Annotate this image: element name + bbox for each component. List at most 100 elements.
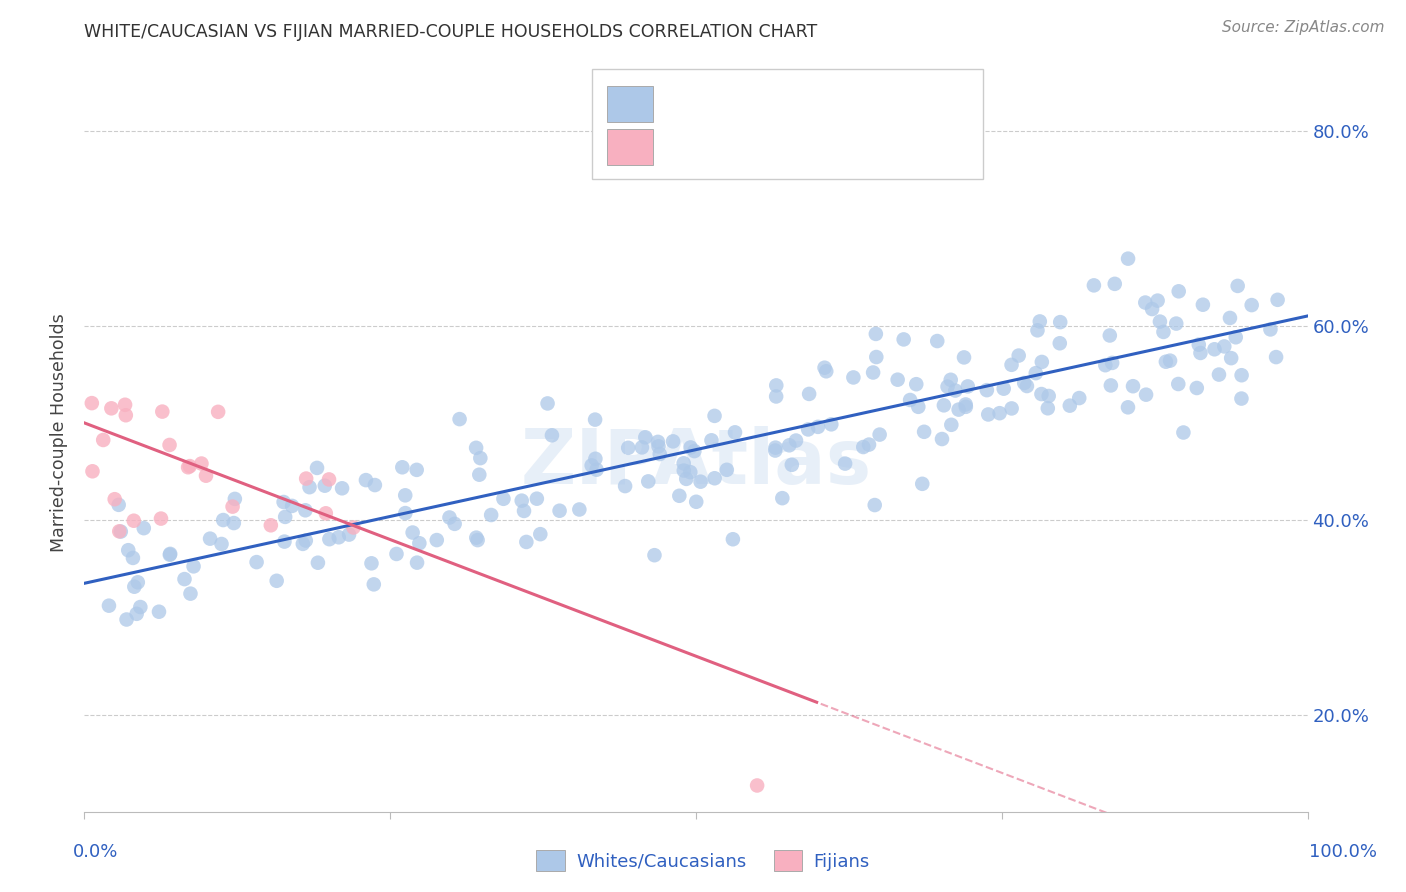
Point [132,521,155,535]
Point [1049,336,1071,351]
Point [363,577,385,591]
Point [700,434,723,448]
Y-axis label: Married-couple Households: Married-couple Households [51,313,69,552]
Point [956,379,979,393]
Point [1173,425,1195,440]
Point [865,326,887,341]
Point [342,520,364,534]
Point [865,350,887,364]
Point [1189,346,1212,360]
Point [1220,351,1243,365]
Point [281,499,304,513]
Text: 0.915: 0.915 [738,95,792,114]
Point [1219,310,1241,325]
Point [266,574,288,588]
Point [294,503,316,517]
Point [1098,328,1121,343]
Point [330,481,353,495]
Point [797,387,820,401]
Point [298,480,321,494]
Point [1166,317,1188,331]
Point [108,524,131,539]
Point [820,417,842,432]
Point [869,427,891,442]
Point [807,420,830,434]
Point [953,351,976,365]
Point [394,488,416,502]
Point [1225,330,1247,344]
Point [529,527,551,541]
Point [724,425,747,440]
Point [114,398,136,412]
Point [129,600,152,615]
Point [273,534,295,549]
Point [568,502,591,516]
Point [1267,293,1289,307]
Point [862,366,884,380]
Text: ZIPAtlas: ZIPAtlas [520,426,872,500]
Point [117,543,139,558]
Point [274,509,297,524]
Point [1265,350,1288,364]
Point [260,518,283,533]
Point [993,382,1015,396]
Point [675,472,697,486]
Point [936,379,959,393]
Point [385,547,408,561]
Point [1204,343,1226,357]
Point [631,441,654,455]
Point [765,378,787,392]
Point [314,478,336,492]
Point [765,389,787,403]
Point [328,530,350,544]
Point [672,464,695,478]
Point [911,476,934,491]
Point [426,533,449,547]
Point [614,479,637,493]
Point [765,441,787,455]
Point [465,531,488,545]
Point [931,432,953,446]
Point [1031,387,1053,401]
Point [1038,389,1060,403]
Text: 24: 24 [894,138,918,157]
Point [439,510,461,524]
Point [354,473,377,487]
Point [721,533,744,547]
Point [1213,339,1236,353]
Point [703,471,725,485]
Point [1000,358,1022,372]
Point [406,556,429,570]
Point [679,465,702,479]
Point [1025,366,1047,380]
Point [637,475,659,489]
Point [307,556,329,570]
Point [479,508,502,522]
Point [662,434,685,449]
Point [127,575,149,590]
Point [212,513,235,527]
Point [80,396,103,410]
Point [1260,322,1282,336]
Point [955,397,977,411]
Point [770,491,793,505]
Point [125,607,148,621]
Point [927,334,949,348]
Point [1140,301,1163,316]
Point [548,504,571,518]
Point [468,467,491,482]
Point [689,475,711,489]
Point [1116,401,1139,415]
Point [305,461,328,475]
Point [1099,378,1122,392]
FancyBboxPatch shape [606,86,654,122]
Point [1167,285,1189,299]
Point [221,500,243,514]
Point [273,495,295,509]
Point [1146,293,1168,308]
Point [82,464,104,478]
Point [905,377,928,392]
Point [815,364,838,378]
Point [813,360,835,375]
Text: 0.0%: 0.0% [73,843,118,861]
